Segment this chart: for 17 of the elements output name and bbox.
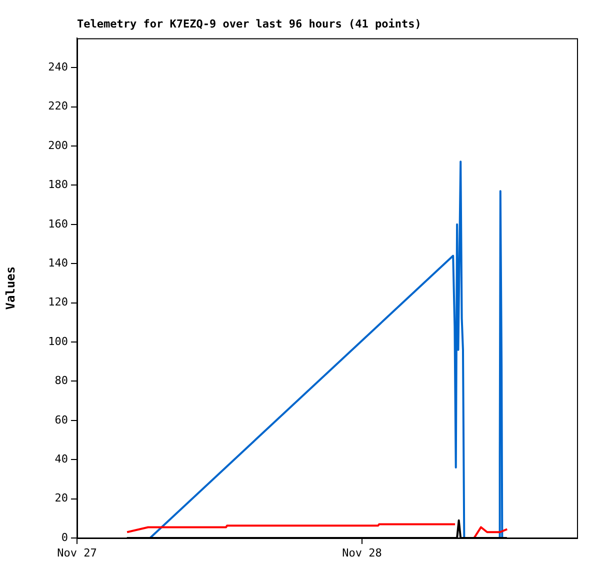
y-tick-label: 80 [54,374,68,388]
y-tick-label: 140 [48,256,68,270]
y-tick-label: 240 [48,60,68,74]
y-tick-label: 220 [48,100,68,113]
y-tick-label: 120 [48,296,68,309]
y-tick-label: 60 [54,413,68,426]
y-tick-label: 180 [48,178,68,192]
y-tick-label: 160 [48,217,68,230]
x-tick-label: Nov 28 [342,546,382,560]
y-tick-label: 20 [54,492,68,505]
y-axis-title: Values [3,266,18,310]
y-tick-label: 40 [54,452,68,466]
y-tick-label: 100 [48,334,68,348]
chart-title: Telemetry for K7EZQ-9 over last 96 hours (41 points) [77,17,422,30]
y-tick-label: 200 [48,138,68,152]
y-tick-label: 0 [61,530,68,544]
x-tick-label: Nov 27 [57,546,97,560]
